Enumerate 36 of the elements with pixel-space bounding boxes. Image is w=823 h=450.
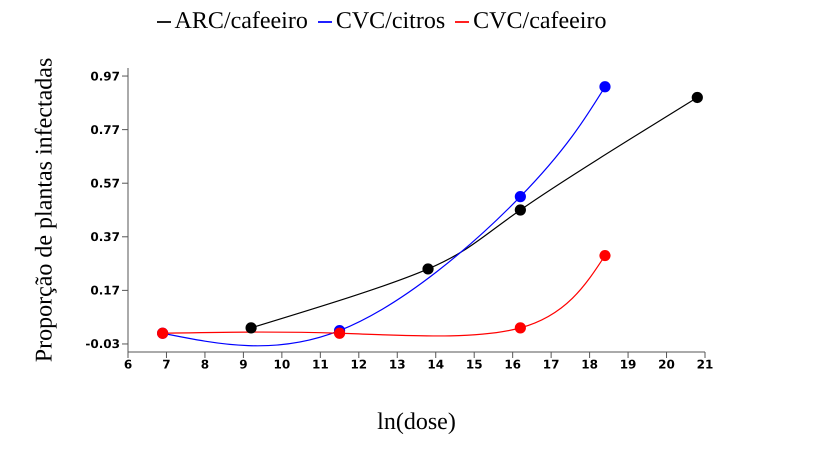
point [245,322,257,334]
y-axis-title: Proporção de plantas infectadas [32,58,58,362]
y-tick-label: 0.17 [90,284,120,298]
legend-label: ARC/cafeeiro [174,8,308,34]
x-tick-label: 7 [162,358,171,372]
point [692,92,703,104]
y-tick-label: 0.37 [90,230,120,244]
y-tick-label: 0.77 [90,122,120,137]
point [599,81,611,92]
y-tick-label: 0.57 [90,176,120,190]
x-tick-label: 19 [620,358,636,372]
x-tick-label: 12 [350,358,368,372]
x-tick-label: 14 [427,358,444,372]
x-tick-label: 11 [312,358,329,372]
point [514,204,526,216]
x-tick-label: 17 [542,358,560,372]
legend-label: CVC/cafeeiro [473,8,606,34]
legend-label: CVC/citros [336,8,446,34]
x-tick-label: 18 [581,358,598,372]
y-tick-label: -0.03 [85,337,120,352]
x-tick-label: 20 [658,358,675,372]
x-axis-title: ln(dose) [377,409,456,436]
x-tick-label: 9 [239,358,248,372]
point [422,263,434,275]
point [514,322,526,334]
x-tick-label: 10 [274,358,290,372]
point [514,191,526,202]
x-tick-label: 16 [504,358,522,372]
point [599,250,611,262]
x-tick-label: 15 [466,358,483,372]
point [334,328,346,339]
x-tick-label: 6 [124,358,132,372]
x-tick-label: 21 [696,358,714,372]
x-tick-label: 13 [388,358,406,372]
y-tick-label: 0.97 [90,69,120,84]
x-tick-label: 8 [200,358,210,372]
